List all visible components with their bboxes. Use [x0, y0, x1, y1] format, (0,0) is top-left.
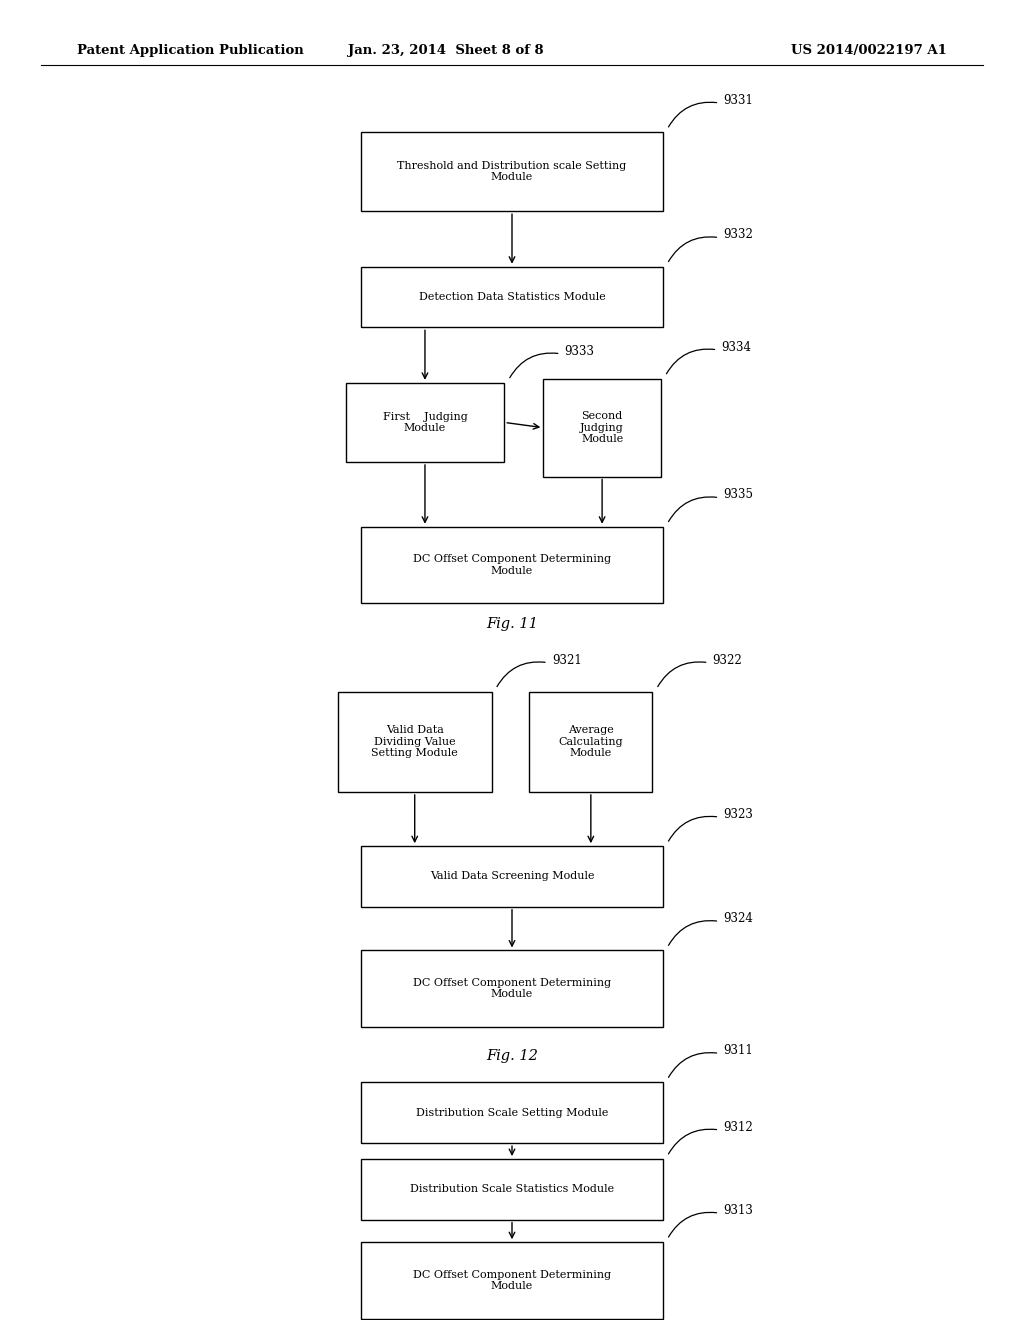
Text: Distribution Scale Setting Module: Distribution Scale Setting Module [416, 1107, 608, 1118]
Text: Second
Judging
Module: Second Judging Module [581, 411, 624, 445]
Bar [361, 950, 664, 1027]
Text: 9334: 9334 [721, 341, 752, 354]
Text: Valid Data
Dividing Value
Setting Module: Valid Data Dividing Value Setting Module [372, 725, 458, 759]
Text: 9312: 9312 [723, 1121, 754, 1134]
Text: 9324: 9324 [723, 912, 754, 925]
Bar [361, 1082, 664, 1143]
Text: DC Offset Component Determining
Module: DC Offset Component Determining Module [413, 978, 611, 999]
Text: 9323: 9323 [723, 808, 754, 821]
Text: 9332: 9332 [723, 228, 754, 242]
Text: Average
Calculating
Module: Average Calculating Module [558, 725, 624, 759]
Text: 9321: 9321 [552, 653, 582, 667]
Text: First    Judging
Module: First Judging Module [383, 412, 467, 433]
Bar [361, 132, 664, 211]
Bar [345, 383, 504, 462]
Text: US 2014/0022197 A1: US 2014/0022197 A1 [792, 44, 947, 57]
Text: 9335: 9335 [723, 488, 754, 502]
Text: 9313: 9313 [723, 1204, 754, 1217]
Bar [361, 267, 664, 327]
Bar [338, 692, 492, 792]
Text: DC Offset Component Determining
Module: DC Offset Component Determining Module [413, 554, 611, 576]
Bar [361, 1242, 664, 1319]
Text: Fig. 12: Fig. 12 [486, 1049, 538, 1063]
Bar [543, 379, 662, 477]
Text: Patent Application Publication: Patent Application Publication [77, 44, 303, 57]
Text: 9322: 9322 [713, 653, 742, 667]
Text: 9311: 9311 [723, 1044, 754, 1057]
Bar [529, 692, 652, 792]
Text: Jan. 23, 2014  Sheet 8 of 8: Jan. 23, 2014 Sheet 8 of 8 [347, 44, 544, 57]
Text: Threshold and Distribution scale Setting
Module: Threshold and Distribution scale Setting… [397, 161, 627, 182]
Text: 9331: 9331 [723, 94, 754, 107]
Bar [361, 527, 664, 603]
Text: Fig. 11: Fig. 11 [486, 618, 538, 631]
Bar [361, 1159, 664, 1220]
Text: 9333: 9333 [565, 345, 595, 358]
Text: Valid Data Screening Module: Valid Data Screening Module [430, 871, 594, 882]
Text: Distribution Scale Statistics Module: Distribution Scale Statistics Module [410, 1184, 614, 1195]
Text: DC Offset Component Determining
Module: DC Offset Component Determining Module [413, 1270, 611, 1291]
Text: Detection Data Statistics Module: Detection Data Statistics Module [419, 292, 605, 302]
Bar [361, 846, 664, 907]
